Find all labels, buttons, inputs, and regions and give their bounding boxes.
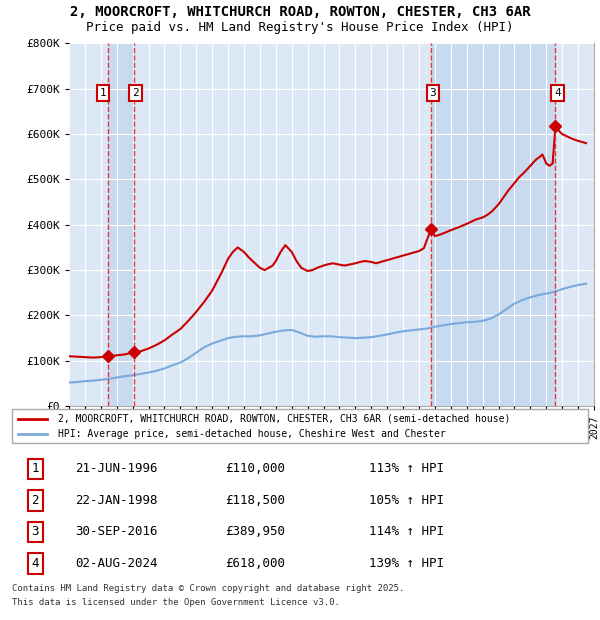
Text: 1: 1: [100, 88, 106, 99]
Text: 2: 2: [31, 494, 39, 507]
Text: 4: 4: [554, 88, 561, 99]
Bar: [108, 43, 134, 406]
Text: 139% ↑ HPI: 139% ↑ HPI: [369, 557, 444, 570]
Text: 2: 2: [132, 88, 139, 99]
Bar: [431, 43, 556, 406]
Text: 02-AUG-2024: 02-AUG-2024: [76, 557, 158, 570]
Text: Price paid vs. HM Land Registry's House Price Index (HPI): Price paid vs. HM Land Registry's House …: [86, 21, 514, 34]
Text: £110,000: £110,000: [225, 463, 285, 476]
Text: £389,950: £389,950: [225, 525, 285, 538]
Text: Contains HM Land Registry data © Crown copyright and database right 2025.: Contains HM Land Registry data © Crown c…: [12, 584, 404, 593]
Text: 22-JAN-1998: 22-JAN-1998: [76, 494, 158, 507]
Text: 2, MOORCROFT, WHITCHURCH ROAD, ROWTON, CHESTER, CH3 6AR (semi-detached house): 2, MOORCROFT, WHITCHURCH ROAD, ROWTON, C…: [58, 414, 511, 423]
Text: This data is licensed under the Open Government Licence v3.0.: This data is licensed under the Open Gov…: [12, 598, 340, 607]
Text: 114% ↑ HPI: 114% ↑ HPI: [369, 525, 444, 538]
Text: 105% ↑ HPI: 105% ↑ HPI: [369, 494, 444, 507]
Text: 2, MOORCROFT, WHITCHURCH ROAD, ROWTON, CHESTER, CH3 6AR: 2, MOORCROFT, WHITCHURCH ROAD, ROWTON, C…: [70, 5, 530, 19]
FancyBboxPatch shape: [12, 409, 588, 443]
Text: 21-JUN-1996: 21-JUN-1996: [76, 463, 158, 476]
Text: 4: 4: [31, 557, 39, 570]
Text: 113% ↑ HPI: 113% ↑ HPI: [369, 463, 444, 476]
Text: 3: 3: [31, 525, 39, 538]
Text: 30-SEP-2016: 30-SEP-2016: [76, 525, 158, 538]
Text: 3: 3: [430, 88, 436, 99]
Text: £618,000: £618,000: [225, 557, 285, 570]
Text: HPI: Average price, semi-detached house, Cheshire West and Chester: HPI: Average price, semi-detached house,…: [58, 429, 446, 439]
Text: £118,500: £118,500: [225, 494, 285, 507]
Text: 1: 1: [31, 463, 39, 476]
